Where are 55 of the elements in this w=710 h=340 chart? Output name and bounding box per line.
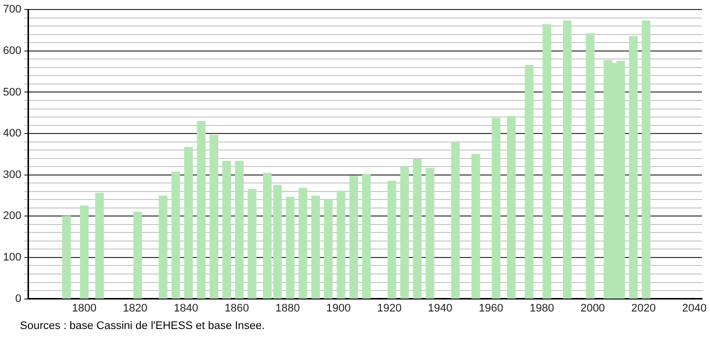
y-tick-label: 0 <box>15 292 22 305</box>
bar <box>629 36 638 299</box>
x-tick-label: 1860 <box>224 302 250 314</box>
bar <box>388 180 396 299</box>
x-tick-label: 2020 <box>631 302 656 314</box>
x-tick-label: 1960 <box>478 302 504 314</box>
bar <box>349 176 358 299</box>
bar <box>286 196 295 299</box>
y-tick-label: 500 <box>2 86 22 98</box>
bar <box>95 192 104 299</box>
bar <box>324 198 333 299</box>
y-tick-label: 300 <box>2 168 22 181</box>
x-tick-label: 1920 <box>377 302 402 314</box>
bar <box>362 174 371 299</box>
bar <box>426 168 434 299</box>
bar <box>222 160 231 299</box>
y-tick-label: 200 <box>2 210 22 222</box>
y-tick-label: 400 <box>2 128 22 140</box>
bar <box>524 65 534 299</box>
bar <box>196 120 206 299</box>
bar <box>471 154 480 299</box>
bar <box>248 188 256 299</box>
bar <box>412 158 422 299</box>
bar <box>210 134 218 299</box>
bar <box>336 190 346 299</box>
bar <box>158 196 168 299</box>
x-tick-label: 1900 <box>326 302 351 314</box>
y-tick-label: 700 <box>2 4 22 16</box>
bar <box>298 188 308 299</box>
x-tick-label: 2040 <box>682 302 707 314</box>
y-tick-label: 600 <box>2 44 22 57</box>
x-tick-label: 1980 <box>530 302 554 314</box>
bar <box>642 20 650 299</box>
x-tick-label: 1880 <box>275 302 300 314</box>
bar <box>171 172 180 299</box>
bar <box>542 24 552 299</box>
bar <box>184 146 193 299</box>
bar <box>133 212 142 299</box>
y-tick-label: 100 <box>2 252 22 264</box>
source-note: Sources : base Cassini de l'EHESS et base Insee. <box>20 320 266 332</box>
bar <box>562 20 572 299</box>
bar <box>235 160 244 299</box>
x-tick-label: 1820 <box>122 302 148 314</box>
bar <box>507 116 516 299</box>
x-tick-label: 1940 <box>428 302 452 314</box>
bar <box>311 196 320 299</box>
bar <box>492 118 500 299</box>
bar <box>62 216 71 299</box>
bar <box>80 206 89 299</box>
x-tick-label: 1800 <box>72 302 97 314</box>
bar <box>400 166 409 299</box>
x-tick-label: 1840 <box>174 302 198 314</box>
x-tick-label: 2000 <box>580 302 605 314</box>
bar <box>451 142 460 299</box>
bar <box>586 33 594 299</box>
